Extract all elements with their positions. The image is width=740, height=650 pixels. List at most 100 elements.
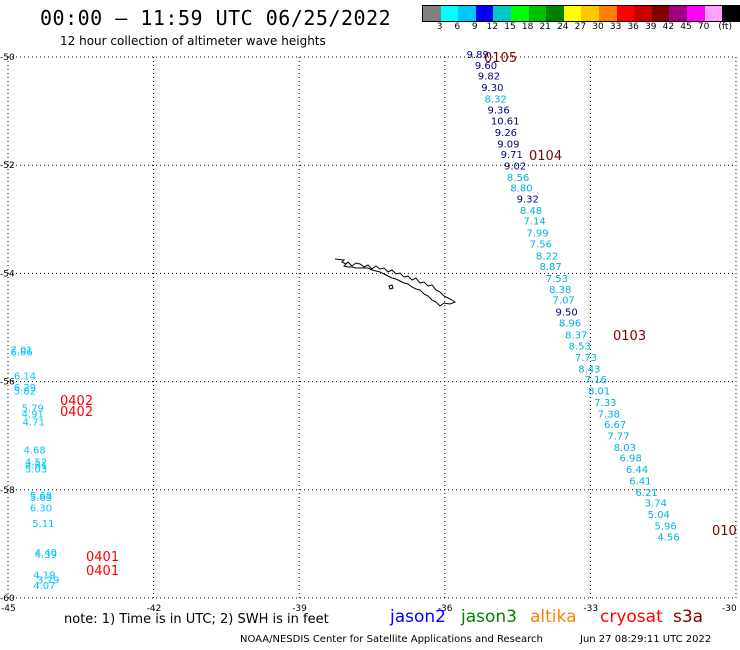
colorbar-swatch: [563, 6, 582, 21]
page-subtitle: 12 hour collection of altimeter wave hei…: [60, 34, 326, 48]
wave-height-value: 9.32: [517, 195, 539, 206]
satellite-s3a: s3a: [673, 607, 704, 627]
wave-height-value: 4.52: [25, 457, 47, 468]
wave-height-value: 8.32: [485, 94, 507, 105]
colorbar-swatch: [458, 6, 476, 21]
wave-height-value: 9.26: [495, 128, 517, 139]
colorbar-label: 24: [557, 22, 569, 32]
wave-height-value: 8.38: [549, 285, 571, 296]
wave-height-value: 8.53: [569, 342, 591, 353]
footer-credit: NOAA/NESDIS Center for Satellite Applica…: [240, 634, 543, 645]
wave-height-value: 5.96: [654, 521, 676, 532]
page-title: 00:00 – 11:59 UTC 06/25/2022: [40, 6, 392, 30]
footer-timestamp: Jun 27 08:29:11 UTC 2022: [580, 634, 712, 645]
colorbar-label: 18: [521, 22, 534, 32]
pass-label-0401: 0401: [86, 550, 119, 565]
wave-height-value: 5.04: [648, 510, 670, 521]
wave-height-value: 6.14: [14, 371, 36, 382]
wave-height-value: 9.89: [467, 50, 489, 61]
colorbar-label: 36: [627, 22, 639, 32]
colorbar-label: 15: [504, 22, 516, 32]
colorbar-swatch: [634, 6, 652, 21]
wave-height-value: 7.14: [523, 217, 545, 228]
wave-height-values: 9.899.609.829.308.329.3610.619.269.099.7…: [10, 50, 679, 592]
lon-tick-label: -45: [1, 604, 16, 614]
wave-height-value: 5.63: [30, 493, 52, 504]
colorbar-label: 70: [697, 22, 710, 32]
colorbar-legend: [422, 5, 740, 22]
wave-height-value: 8.43: [578, 364, 600, 375]
wave-height-value: 9.36: [488, 105, 510, 116]
wave-height-value: 9.60: [475, 61, 497, 72]
small-island-path: [388, 284, 394, 290]
wave-height-value: 6.21: [636, 488, 658, 499]
pass-label-0104: 0104: [529, 149, 562, 164]
wave-height-value: 5.82: [14, 387, 36, 398]
wave-height-value: 9.50: [555, 308, 577, 319]
wave-height-value: 7.53: [546, 274, 568, 285]
wave-height-value: 4.68: [24, 446, 46, 457]
colorbar-swatch: [598, 6, 617, 21]
wave-height-value: 9.30: [481, 83, 503, 94]
wave-height-value: 5.79: [22, 403, 44, 414]
south-georgia-coastline: [334, 258, 457, 307]
lon-tick-label: -39: [292, 604, 307, 614]
lat-tick-label: -54: [0, 269, 15, 279]
wave-height-value: 6.29: [14, 383, 36, 394]
wave-height-value: 7.16: [585, 375, 607, 386]
colorbar-swatch: [704, 6, 723, 21]
wave-height-value: 8.87: [539, 262, 561, 273]
lat-tick-label: -50: [0, 53, 15, 63]
wave-height-value: 6.98: [620, 454, 642, 465]
wave-height-value: 8.01: [588, 387, 610, 398]
wave-height-value: 5.11: [32, 519, 54, 530]
colorbar-label: 33: [609, 22, 622, 32]
lon-tick-label: -33: [583, 604, 598, 614]
wave-height-value: 5.03: [25, 464, 47, 475]
colorbar-swatch: [528, 6, 547, 21]
wave-height-value: 7.73: [575, 353, 597, 364]
wave-height-value: 9.82: [478, 72, 500, 83]
colorbar-label: (ft): [718, 22, 732, 32]
colorbar-swatch: [722, 6, 740, 21]
colorbar-swatch: [669, 6, 687, 21]
lon-tick-label: -30: [722, 604, 737, 614]
colorbar-swatch: [616, 6, 635, 21]
wave-height-value: 7.77: [607, 431, 629, 442]
colorbar-label: 45: [680, 22, 692, 32]
wave-height-value: 9.09: [497, 139, 519, 150]
colorbar-label: 12: [486, 22, 499, 32]
colorbar-swatch: [510, 6, 529, 21]
wave-height-value: 6.44: [626, 465, 648, 476]
wave-height-value: 8.80: [510, 184, 532, 195]
wave-height-value: 7.38: [598, 409, 620, 420]
wave-height-value: 4.40: [35, 548, 57, 559]
lat-tick-label: -60: [0, 594, 15, 604]
colorbar-swatch: [475, 6, 494, 21]
wave-height-value: 7.01: [10, 345, 32, 356]
lon-tick-label: -42: [147, 604, 162, 614]
map-grid: [7, 56, 737, 599]
lat-tick-label: -52: [0, 161, 15, 171]
pass-label-0401b: 0401: [86, 564, 119, 579]
wave-height-value: 7.56: [530, 239, 552, 250]
wave-height-value: 8.48: [520, 206, 542, 217]
footer-note: note: 1) Time is in UTC; 2) SWH is in fe…: [64, 612, 329, 627]
wave-height-value: 8.96: [559, 318, 581, 329]
satellite-cryosat: cryosat: [600, 607, 663, 627]
colorbar-swatch: [493, 6, 511, 21]
colorbar-label: 6: [454, 22, 461, 32]
colorbar-label: 9: [471, 22, 478, 32]
colorbar-swatch: [651, 6, 670, 21]
pass-label-0105: 0105: [484, 51, 517, 66]
wave-height-value: 3.74: [645, 499, 667, 510]
wave-height-value: 8.56: [507, 173, 529, 184]
wave-height-value: 6.30: [30, 503, 52, 514]
lon-tick-label: -36: [438, 604, 453, 614]
colorbar-label: 39: [645, 22, 657, 32]
wave-height-value: 8.22: [536, 251, 558, 262]
pass-label-0402b: 0402: [60, 405, 93, 420]
wave-height-value: 5.68: [30, 491, 52, 502]
colorbar-swatch: [546, 6, 564, 21]
